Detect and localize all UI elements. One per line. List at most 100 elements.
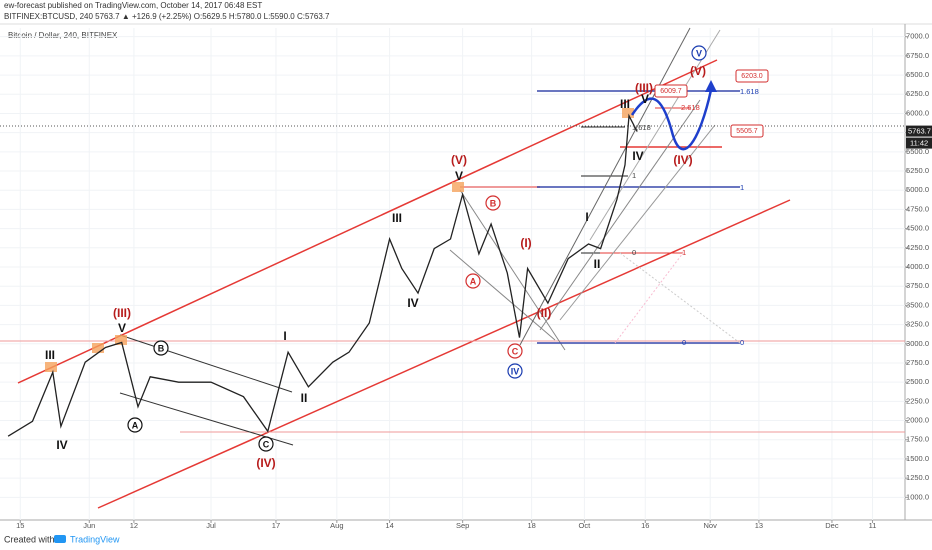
- last-price-box: [906, 125, 932, 137]
- trend-line: [519, 27, 691, 346]
- trend-line: [559, 124, 716, 321]
- y-tick-label: 3750.0: [906, 281, 929, 290]
- fib-label: 1: [740, 183, 744, 192]
- y-tick-label: 2000.0: [906, 416, 929, 425]
- y-tick-label: 6000.0: [906, 108, 929, 117]
- last-price-label: 5763.7: [908, 127, 931, 136]
- y-tick-label: 4750.0: [906, 204, 929, 213]
- arrow-head: [705, 80, 717, 92]
- wave-label: IV: [511, 366, 520, 376]
- y-tick-label: 4000.0: [906, 262, 929, 271]
- wave-label: II: [594, 257, 601, 271]
- fib-label: 2.618: [681, 103, 700, 112]
- x-tick-label: 18: [527, 521, 535, 530]
- x-tick-label: 16: [641, 521, 649, 530]
- wave-circle: [127, 417, 143, 433]
- correction-channel: [119, 334, 293, 393]
- x-tick-label: 17: [272, 521, 280, 530]
- marker: [92, 343, 104, 353]
- drawings: [0, 27, 905, 509]
- chart-title: Bitcoin / Dollar, 240, BITFINEX: [8, 31, 118, 40]
- projection-path: [630, 89, 713, 151]
- channel-lower: [97, 199, 791, 509]
- y-tick-label: 4250.0: [906, 243, 929, 252]
- price-box: [735, 69, 769, 83]
- x-tick-label: 11: [869, 521, 877, 530]
- footer-brand[interactable]: TradingView: [70, 534, 120, 544]
- y-tick-label: 2250.0: [906, 396, 929, 405]
- correction-channel: [119, 392, 294, 446]
- wave-label: (I): [520, 236, 531, 250]
- wave-label: A: [470, 276, 477, 286]
- trend-line: [589, 29, 721, 241]
- marker: [115, 335, 127, 345]
- x-tick-label: 13: [755, 521, 763, 530]
- published-line: ew-forecast published on TradingView.com…: [4, 1, 262, 10]
- x-tick-label: Oct: [579, 521, 592, 530]
- wave-label: I: [283, 329, 286, 343]
- y-tick-label: 1000.0: [906, 492, 929, 501]
- marker: [622, 108, 634, 118]
- wave-label: V: [641, 92, 649, 106]
- y-tick-label: 1500.0: [906, 454, 929, 463]
- wave-label: I: [585, 210, 588, 224]
- fib-label: 1: [682, 248, 686, 257]
- y-tick-label: 4500.0: [906, 224, 929, 233]
- x-tick-label: Nov: [704, 521, 718, 530]
- logo: [54, 535, 66, 543]
- x-tick-label: 14: [385, 521, 393, 530]
- x-tick-label: Jun: [83, 521, 95, 530]
- price-box: [730, 124, 764, 138]
- wave-label: (V): [451, 153, 467, 167]
- wave-label: II: [301, 391, 308, 405]
- correction-channel: [459, 189, 566, 351]
- y-tick-label: 5000.0: [906, 185, 929, 194]
- x-tick-label: Dec: [825, 521, 839, 530]
- marker: [452, 182, 464, 192]
- fib-label: 0: [632, 248, 636, 257]
- y-tick-label: 1750.0: [906, 435, 929, 444]
- fib-label: 0: [740, 338, 744, 347]
- projection: [619, 252, 741, 344]
- wave-label: III: [392, 211, 402, 225]
- x-tick-label: 15: [16, 521, 24, 530]
- price-box-label: 5505.7: [736, 128, 758, 135]
- y-tick-label: 2500.0: [906, 377, 929, 386]
- wave-label: B: [158, 343, 165, 353]
- price-box: [654, 84, 688, 98]
- y-tick-label: 3250.0: [906, 320, 929, 329]
- wave-label: III: [45, 348, 55, 362]
- wave-circle: [485, 195, 501, 211]
- y-tick-label: 5250.0: [906, 166, 929, 175]
- x-tick-label: Jul: [206, 521, 216, 530]
- y-tick-label: 1250.0: [906, 473, 929, 482]
- wave-label: C: [263, 439, 270, 449]
- wave-label: IV: [632, 149, 643, 163]
- y-tick-label: 6750.0: [906, 51, 929, 60]
- wave-label: (III): [635, 81, 653, 95]
- wave-label: V: [118, 321, 126, 335]
- price-box-label: 6203.0: [741, 73, 763, 80]
- y-tick-label: 5500.0: [906, 147, 929, 156]
- correction-channel: [449, 249, 556, 341]
- wave-label: (II): [537, 306, 552, 320]
- x-tick-label: Aug: [330, 521, 343, 530]
- wave-circle: [507, 363, 523, 379]
- projection: [614, 252, 684, 344]
- wave-label: (IV): [673, 153, 692, 167]
- price-line: [7, 113, 638, 437]
- fib-label: 0: [682, 338, 686, 347]
- y-tick-label: 2750.0: [906, 358, 929, 367]
- wave-label: (III): [113, 306, 131, 320]
- y-tick-label: 6500.0: [906, 70, 929, 79]
- y-tick-label: 7000.0: [906, 32, 929, 41]
- wave-label: V: [455, 169, 463, 183]
- wave-label: IV: [56, 438, 67, 452]
- wave-circle: [691, 45, 707, 61]
- timer-box: [906, 137, 932, 149]
- ticker-line: BITFINEX:BTCUSD, 240 5763.7 ▲ +126.9 (+2…: [4, 12, 330, 21]
- y-tick-label: 3500.0: [906, 300, 929, 309]
